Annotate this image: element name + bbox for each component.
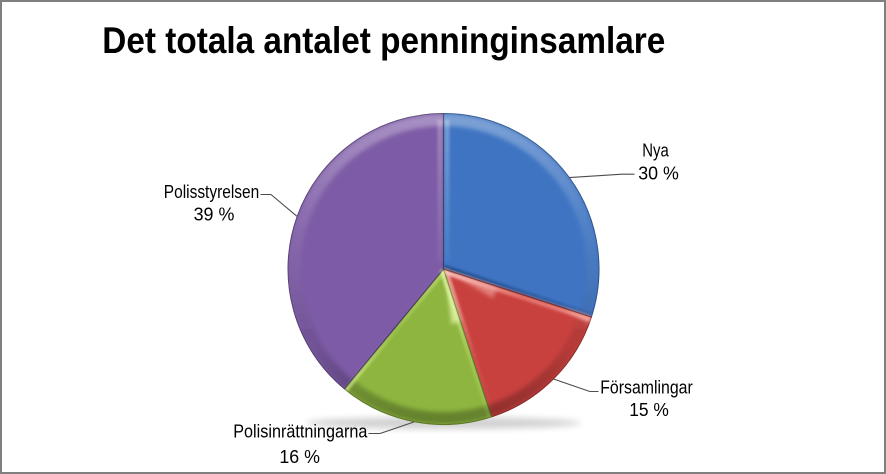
svg-text:16 %: 16 % [279, 447, 320, 467]
svg-text:39 %: 39 % [194, 204, 235, 224]
svg-text:15 %: 15 % [629, 400, 669, 420]
svg-text:Polisinrättningarna: Polisinrättningarna [233, 422, 368, 442]
svg-text:Nya: Nya [642, 141, 669, 161]
svg-text:Polisstyrelsen: Polisstyrelsen [164, 182, 259, 202]
svg-text:Församlingar: Församlingar [600, 378, 693, 398]
svg-text:30 %: 30 % [638, 164, 679, 184]
svg-text:Det totala antalet penninginsa: Det totala antalet penninginsamlare [102, 19, 665, 61]
